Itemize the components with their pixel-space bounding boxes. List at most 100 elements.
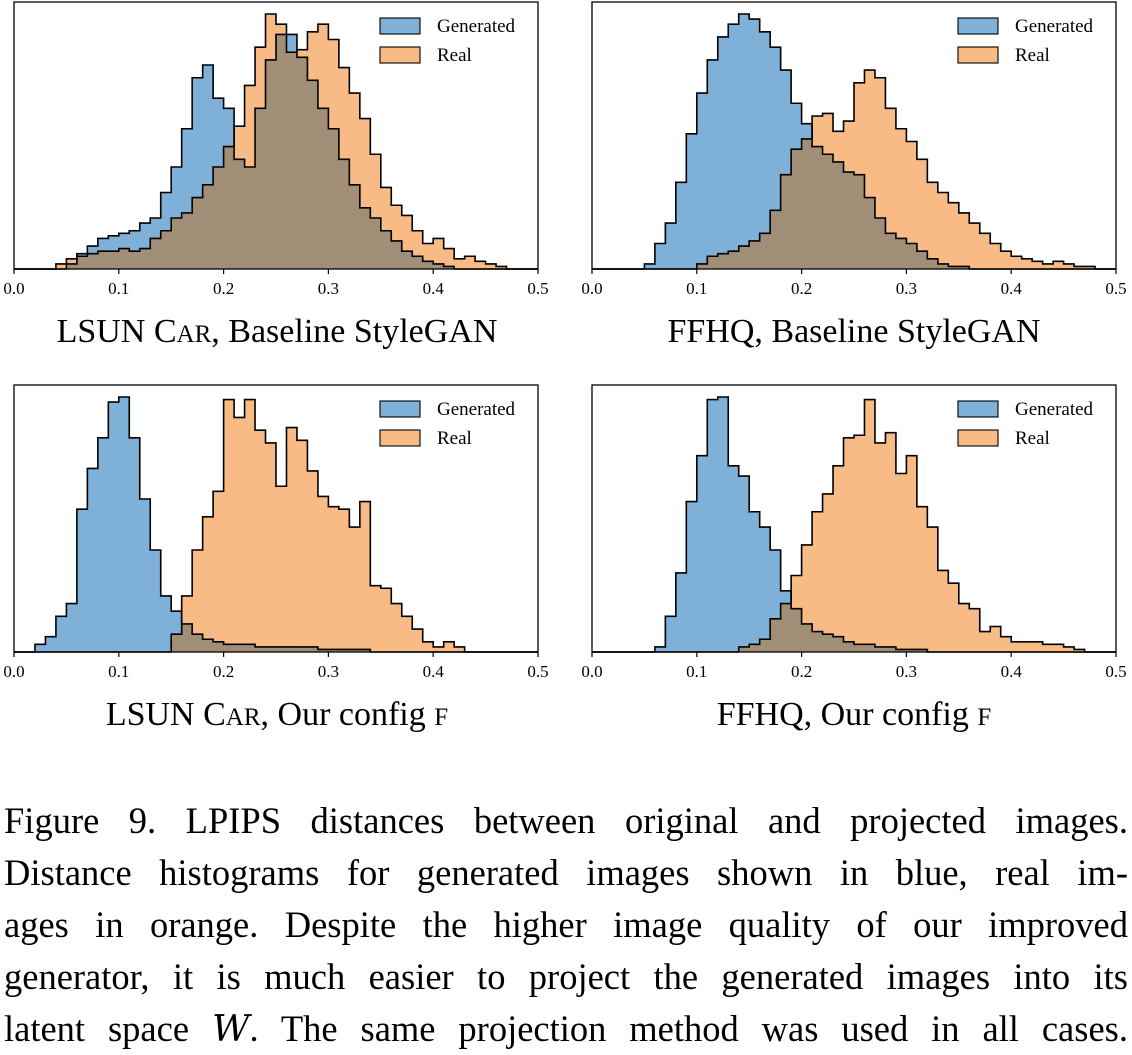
real-bar xyxy=(1053,644,1064,652)
overlap-bar xyxy=(885,646,897,652)
overlap-bar xyxy=(791,149,802,269)
real-bar xyxy=(958,212,970,267)
generated-bar xyxy=(675,182,687,269)
legend-swatch-real xyxy=(379,46,421,64)
overlap-bar xyxy=(391,240,403,269)
generated-bar xyxy=(759,527,771,640)
real-bar xyxy=(948,202,960,267)
real-bar xyxy=(1074,266,1085,269)
overlap-bar xyxy=(874,646,886,652)
generated-bar xyxy=(129,230,141,252)
real-bar xyxy=(234,126,245,160)
subtitle-part: F xyxy=(977,704,991,731)
overlap-bar xyxy=(349,184,361,269)
overlap-bar xyxy=(958,266,970,269)
generated-bar xyxy=(223,108,235,147)
overlap-bar xyxy=(906,649,918,652)
overlap-bar xyxy=(833,161,844,269)
generated-bar xyxy=(139,499,151,652)
overlap-bar xyxy=(296,646,308,652)
x-tick-label: 0.2 xyxy=(213,279,234,298)
overlap-bar xyxy=(307,646,319,652)
real-bar xyxy=(801,544,813,624)
caption-line-1: Figure 9. LPIPS distances between origin… xyxy=(4,800,1128,841)
real-bar xyxy=(843,437,855,642)
generated-bar xyxy=(97,238,109,252)
x-tick-label: 0.2 xyxy=(791,662,812,681)
real-bar xyxy=(916,506,928,650)
caption-line-4: generator, it is much easier to project … xyxy=(4,956,1128,997)
overlap-bar xyxy=(202,639,214,652)
x-tick-label: 0.0 xyxy=(3,279,24,298)
legend-label-real: Real xyxy=(437,428,472,449)
real-bar xyxy=(822,113,834,155)
real-bar xyxy=(854,435,865,645)
real-bar xyxy=(296,49,308,58)
real-bar xyxy=(990,243,1002,269)
plot-frame xyxy=(591,384,1117,653)
x-tick-label: 0.4 xyxy=(423,662,445,681)
plot-frame xyxy=(13,1,539,270)
overlap-bar xyxy=(234,159,245,269)
x-tick-label: 0.1 xyxy=(686,279,707,298)
legend-label-generated: Generated xyxy=(1015,399,1094,420)
legend-label-real: Real xyxy=(1015,428,1050,449)
overlap-bar xyxy=(97,251,109,269)
overlap-bar xyxy=(749,240,761,269)
overlap-bar xyxy=(843,641,855,652)
real-bar xyxy=(255,430,266,647)
overlap-bar xyxy=(822,154,834,269)
real-bar xyxy=(927,182,939,259)
overlap-bar xyxy=(854,644,865,652)
generated-bar xyxy=(780,590,792,604)
real-bar xyxy=(234,417,245,645)
real-bar xyxy=(181,595,193,624)
overlap-bar xyxy=(801,623,813,652)
real-bar xyxy=(286,427,298,647)
real-bar xyxy=(496,266,507,269)
overlap-bar xyxy=(66,263,78,269)
generated-bar xyxy=(87,246,99,254)
overlap-bar xyxy=(276,646,287,652)
chart-panel-1: 0.0 0.1 0.2 0.3 0.4 0.5 Generated Real LSUN CAR,… xyxy=(3,1,549,350)
real-bar xyxy=(906,141,918,244)
x-tick-label: 0.2 xyxy=(213,662,234,681)
real-bar xyxy=(812,511,823,632)
overlap-bar xyxy=(181,212,193,269)
real-bar xyxy=(916,159,928,252)
overlap-bar xyxy=(874,218,886,269)
overlap-bar xyxy=(234,644,245,652)
overlap-bar xyxy=(833,636,844,652)
overlap-bar xyxy=(87,253,99,269)
x-tick-label: 0.0 xyxy=(581,279,602,298)
overlap-bar xyxy=(770,210,782,269)
real-bar xyxy=(948,583,960,652)
generated-bar xyxy=(160,192,172,231)
real-bar xyxy=(391,205,403,241)
overlap-bar xyxy=(937,263,949,269)
generated-bar xyxy=(45,636,57,652)
overlap-bar xyxy=(76,256,88,269)
overlap-bar xyxy=(854,174,865,269)
caption-line-5: latent space W. The same projection meth… xyxy=(4,1007,1128,1050)
overlap-bar xyxy=(244,644,256,652)
real-bar xyxy=(864,70,876,198)
real-series-outline xyxy=(14,13,538,270)
real-bar xyxy=(979,631,991,652)
real-bar xyxy=(307,31,319,81)
generated-bar xyxy=(108,402,120,652)
overlap-bar xyxy=(791,608,802,652)
generated-bar xyxy=(728,24,740,252)
overlap-bar xyxy=(286,52,298,269)
overlap-bar xyxy=(192,197,204,269)
generated-bar xyxy=(686,133,698,269)
real-bar xyxy=(1063,646,1075,652)
overlap-bar xyxy=(255,108,266,269)
chart-panel-4: 0.0 0.1 0.2 0.3 0.4 0.5 Generated Real FFHQ, Our… xyxy=(581,384,1127,733)
legend-swatch-generated xyxy=(379,400,421,418)
generated-series-outline xyxy=(14,33,538,270)
overlap-bar xyxy=(759,233,771,269)
real-bar xyxy=(422,243,434,262)
generated-bar xyxy=(87,468,99,652)
